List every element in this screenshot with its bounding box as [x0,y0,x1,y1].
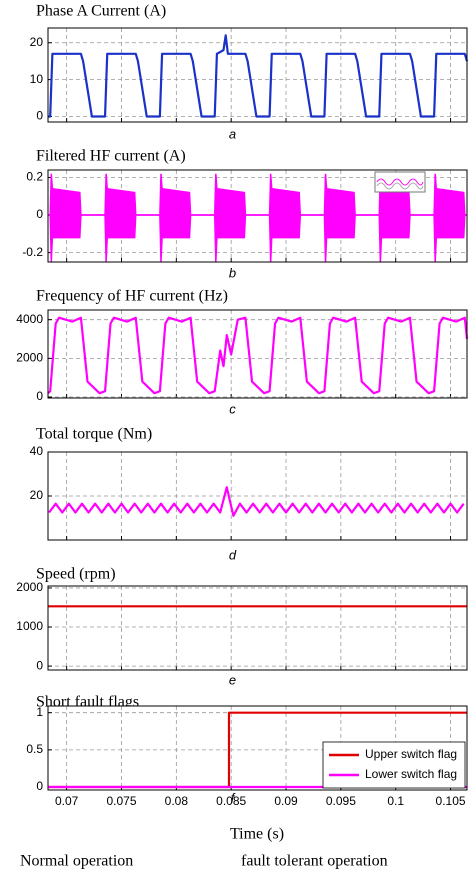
plot-frame [47,169,468,263]
y-tick-label: 2000 [16,580,43,594]
legend: Upper switch flag Lower switch flag [322,741,466,789]
legend-label: Lower switch flag [365,767,457,781]
panel-title: Filtered HF current (A) [36,148,186,165]
y-tick-label: 0 [36,779,43,793]
panel-title: Speed (rpm) [36,566,116,583]
y-tick-label: 0 [36,658,43,672]
plot-frame [47,585,468,671]
panel-title: Frequency of HF current (Hz) [36,288,228,305]
panel-caption: a [229,126,236,141]
series-line [48,34,469,118]
x-tick-label: 0.07 [55,794,79,808]
plot-frame [47,451,468,541]
panel-caption: f [231,790,236,805]
inset-frame [374,171,426,193]
x-tick-label: 0.08 [165,794,189,808]
y-tick-label: 0.5 [26,742,43,756]
panel-title: Total torque (Nm) [36,426,152,443]
y-tick-label: 0 [36,109,43,123]
legend-box [322,741,466,789]
y-tick-label: 40 [30,444,44,458]
x-tick-label: 0.095 [326,794,356,808]
plot-area [48,586,467,670]
y-tick-label: 4000 [16,312,43,326]
y-tick-label: 20 [30,488,44,502]
inset [374,171,426,193]
plot-area [48,28,467,122]
plot-area [48,452,467,540]
y-tick-label: 2000 [16,351,43,365]
y-tick-label: 10 [30,72,44,86]
y-tick-label: 1000 [16,619,43,633]
x-tick-label: 0.09 [274,794,298,808]
plot-area [48,310,467,398]
y-tick-label: 1 [36,705,43,719]
panel-caption: e [229,672,236,687]
y-tick-label: -0.2 [22,245,43,259]
series-line [47,316,469,395]
y-tick-label: 0 [36,207,43,221]
plot-frame [47,309,468,399]
annotation: fault tolerant operation [241,853,388,870]
series-line [48,486,465,517]
x-tick-label: 0.085 [216,794,246,808]
legend-label: Upper switch flag [365,747,457,761]
panel-title: Phase A Current (A) [36,3,166,20]
y-tick-label: 0 [36,389,43,403]
plot-frame [47,27,468,123]
x-tick-label: 0.1 [387,794,404,808]
annotation: Normal operation [20,853,133,870]
panel-caption: d [229,547,237,562]
x-tick-label: 0.075 [106,794,136,808]
y-tick-label: 0.2 [26,170,43,184]
panel-caption: c [229,401,236,416]
y-tick-label: 20 [30,35,44,49]
inset-wave [376,182,424,190]
plot-frame [47,705,468,791]
inset-wave [376,178,424,186]
x-axis-label: Time (s) [230,826,284,843]
x-tick-label: 0.105 [436,794,466,808]
panel-caption: b [229,265,236,280]
